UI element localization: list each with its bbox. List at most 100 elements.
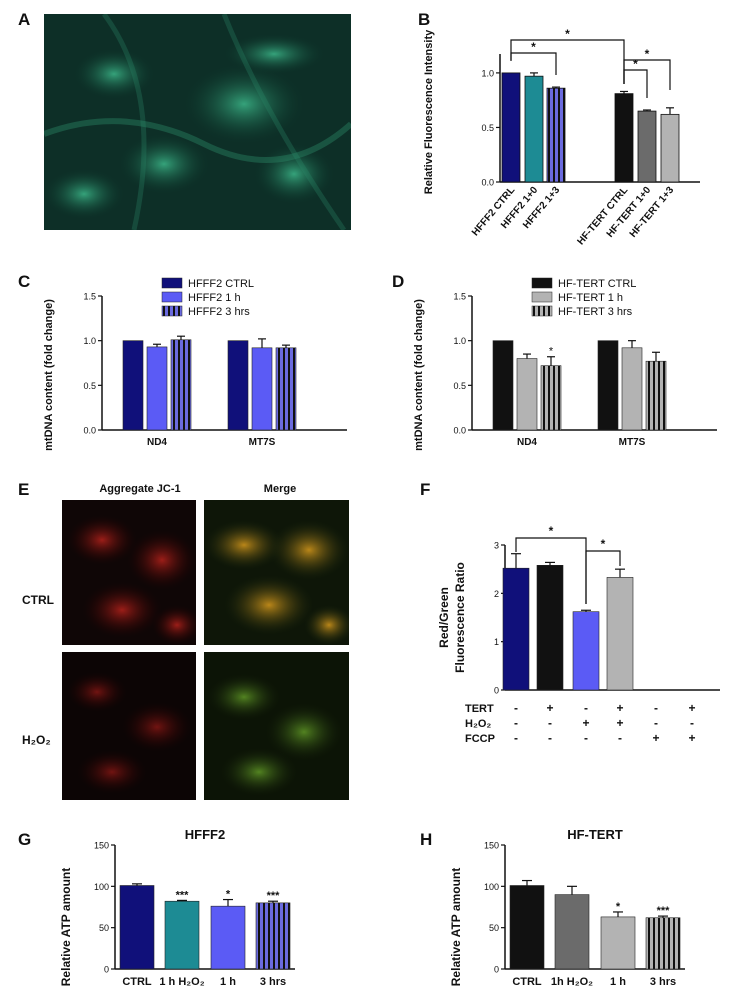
y-tick-label: 0.0	[481, 178, 494, 188]
legend-label: HFFF2 1 h	[188, 292, 241, 304]
bar-d	[597, 340, 619, 431]
y-axis-label: Red/Green	[437, 587, 451, 648]
y-axis-label: Relative Fluorescence Intensity	[423, 29, 435, 194]
condition-sign: -	[548, 716, 552, 730]
y-axis-label: Relative ATP amount	[59, 868, 73, 986]
panel-e-row-label-ctrl: CTRL	[22, 593, 54, 607]
bar-b	[637, 110, 657, 183]
bracket-f-2	[585, 550, 621, 604]
panel-label-a: A	[18, 10, 31, 29]
bar-c	[170, 339, 192, 431]
bar-h	[554, 894, 590, 970]
condition-sign: -	[514, 731, 518, 745]
legend-swatch	[531, 291, 553, 303]
bar-c	[251, 347, 273, 431]
bar-d	[645, 360, 667, 431]
micrograph-ctrl-red	[62, 500, 196, 645]
condition-sign: -	[548, 731, 552, 745]
legend-label: HF-TERT 1 h	[558, 292, 623, 304]
condition-label: H₂O₂	[465, 718, 491, 730]
y-axis-label: Relative ATP amount	[449, 868, 463, 986]
y-tick-label: 2	[494, 589, 499, 599]
panel-label-c: C	[18, 272, 31, 291]
chart-h: HF-TERT 0 50 100 150 Relative ATP amount CTRL 1…	[449, 827, 685, 988]
x-tick-label: 1 h H₂O₂	[159, 976, 204, 988]
y-tick-label: 0	[494, 686, 499, 696]
panel-label-b: B	[418, 10, 431, 29]
bar-f	[502, 567, 530, 691]
chart-d: 0.0 0.5 1.0 1.5 mtDNA content (fold change) N…	[413, 277, 717, 451]
x-tick-label: MT7S	[619, 437, 646, 448]
significance-star: ***	[267, 890, 281, 902]
legend-swatch	[161, 291, 183, 303]
legend-swatch	[531, 305, 553, 317]
significance-star: ***	[176, 889, 190, 901]
chart-c: 0.0 0.5 1.0 1.5 mtDNA content (fold change) N…	[43, 277, 347, 451]
condition-sign: +	[546, 701, 553, 715]
bar-h	[600, 916, 636, 970]
bar-b	[524, 75, 544, 183]
significance-star: ***	[657, 905, 671, 917]
bar-b	[501, 72, 521, 183]
significance-star: *	[549, 346, 554, 358]
bracket-tert-2	[623, 59, 671, 90]
chart-b: 0.0 0.5 1.0 Relative Fluorescence Intensity…	[423, 27, 700, 247]
y-tick-label: 1.5	[83, 292, 96, 302]
significance-star: *	[633, 57, 638, 71]
condition-sign: +	[582, 716, 589, 730]
y-tick-label: 1.0	[453, 336, 466, 346]
legend-swatch	[161, 277, 183, 289]
condition-sign: +	[616, 716, 623, 730]
panel-label-g: G	[18, 830, 32, 849]
bar-f	[572, 611, 600, 691]
legend-label: HF-TERT 3 hrs	[558, 306, 633, 318]
y-tick-label: 1.0	[481, 68, 494, 78]
condition-sign: -	[584, 701, 588, 715]
bar-g	[119, 885, 155, 970]
panel-e-col-label-2: Merge	[263, 483, 297, 495]
bar-b	[614, 93, 634, 183]
chart-title: HF-TERT	[567, 827, 623, 842]
y-tick-label: 3	[494, 541, 499, 551]
legend-label: HF-TERT CTRL	[558, 278, 636, 290]
x-tick-label: 3 hrs	[260, 976, 286, 988]
y-tick-label: 50	[489, 923, 499, 933]
bar-f	[536, 565, 564, 691]
condition-sign: +	[652, 731, 659, 745]
micrograph-ctrl-merge	[204, 500, 349, 645]
bar-b	[660, 113, 680, 183]
significance-star: *	[616, 901, 621, 913]
condition-sign: +	[616, 701, 623, 715]
y-tick-label: 1	[494, 637, 499, 647]
bar-d	[621, 347, 643, 431]
condition-sign: -	[690, 716, 694, 730]
x-tick-label: ND4	[147, 437, 167, 448]
significance-star: *	[645, 47, 650, 61]
condition-label: FCCP	[465, 733, 495, 745]
bar-g	[210, 905, 246, 970]
legend-label: HFFF2 CTRL	[188, 278, 254, 290]
significance-star: *	[565, 27, 570, 41]
significance-star: *	[226, 889, 231, 901]
y-tick-label: 50	[99, 923, 109, 933]
bracket-hfff2	[510, 52, 557, 75]
bar-d	[492, 340, 514, 431]
legend-label: HFFF2 3 hrs	[188, 306, 250, 318]
bar-c	[275, 347, 297, 431]
y-tick-label: 0.5	[83, 381, 96, 391]
panel-e-row-label-h2o2: H₂O₂	[22, 733, 51, 747]
x-tick-label: 1 h	[220, 976, 236, 988]
bar-f	[606, 577, 634, 691]
micrograph-h2o2-red	[62, 652, 196, 800]
panel-label-e: E	[18, 480, 30, 499]
y-tick-label: 0	[494, 965, 499, 975]
condition-sign: -	[514, 716, 518, 730]
y-tick-label: 0.5	[453, 381, 466, 391]
significance-star: *	[531, 40, 536, 54]
chart-title: HFFF2	[185, 827, 225, 842]
bar-c	[227, 340, 249, 431]
condition-sign: -	[654, 701, 658, 715]
x-tick-label: 3 hrs	[650, 976, 676, 988]
